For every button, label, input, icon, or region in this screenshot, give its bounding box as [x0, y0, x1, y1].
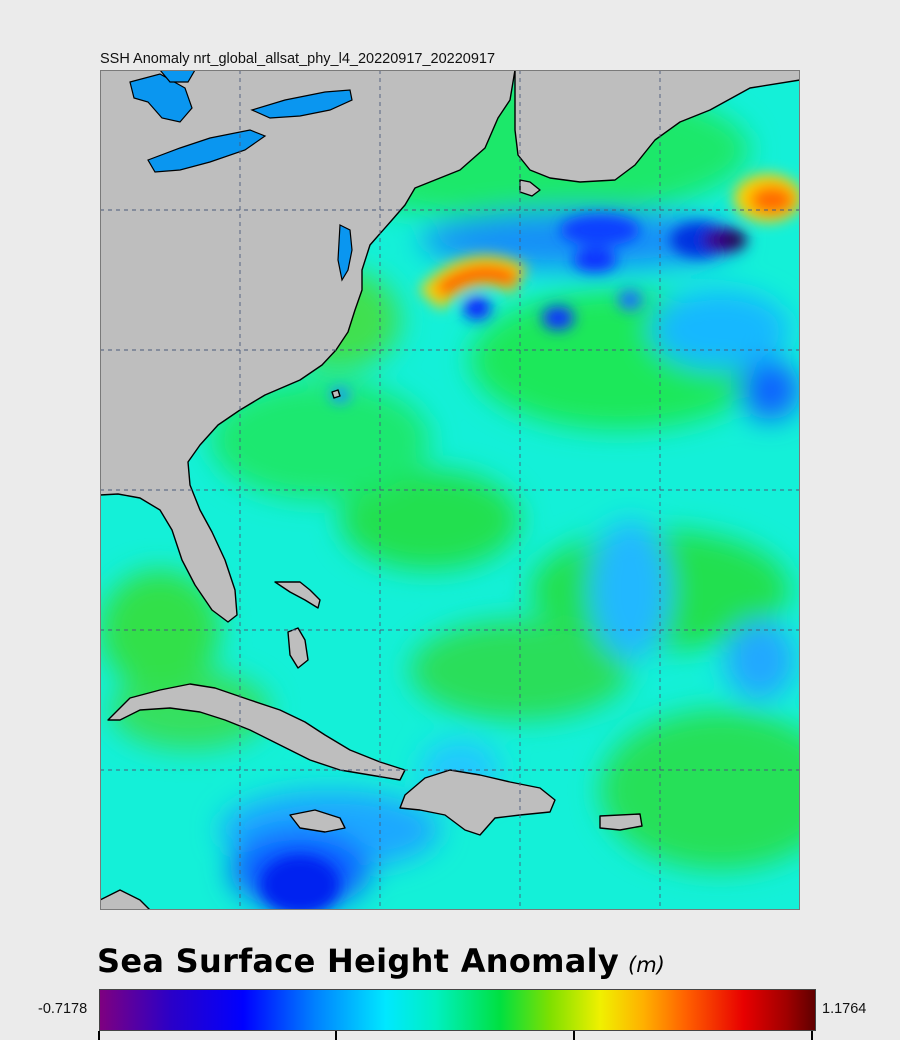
colorbar-tick	[98, 1031, 100, 1040]
legend-unit: (m)	[628, 953, 665, 977]
colorbar-tick	[811, 1031, 813, 1040]
colorbar-tick	[335, 1031, 337, 1040]
ssh-anomaly-map	[100, 70, 800, 910]
eddy-features	[260, 174, 800, 910]
bermuda	[331, 389, 341, 399]
colorbar-max-label: 1.1764	[822, 1001, 867, 1017]
lake-erie	[147, 129, 267, 173]
legend-title: Sea Surface Height Anomaly	[97, 942, 620, 980]
colorbar-tick	[573, 1031, 575, 1040]
puerto-rico	[599, 813, 643, 831]
colorbar-min-label: -0.7178	[38, 1001, 88, 1017]
lake-ontario	[250, 89, 353, 119]
colorbar	[99, 989, 816, 1031]
chesapeake-bay	[337, 224, 353, 282]
grand-bahama	[274, 581, 321, 609]
land-masses	[100, 70, 800, 910]
florida-tip-detail	[100, 889, 151, 910]
andros-island	[287, 627, 309, 669]
great-lakes	[129, 70, 353, 282]
lake-superior-edge	[159, 70, 196, 83]
lat-lon-grid	[100, 70, 800, 910]
jamaica	[289, 809, 346, 833]
map-border	[100, 70, 800, 910]
map-title: SSH Anomaly nrt_global_allsat_phy_l4_202…	[100, 51, 496, 67]
northeast-landmass	[514, 70, 800, 183]
hispaniola	[399, 769, 556, 836]
cuba	[107, 683, 406, 781]
anomaly-patches	[100, 80, 800, 910]
